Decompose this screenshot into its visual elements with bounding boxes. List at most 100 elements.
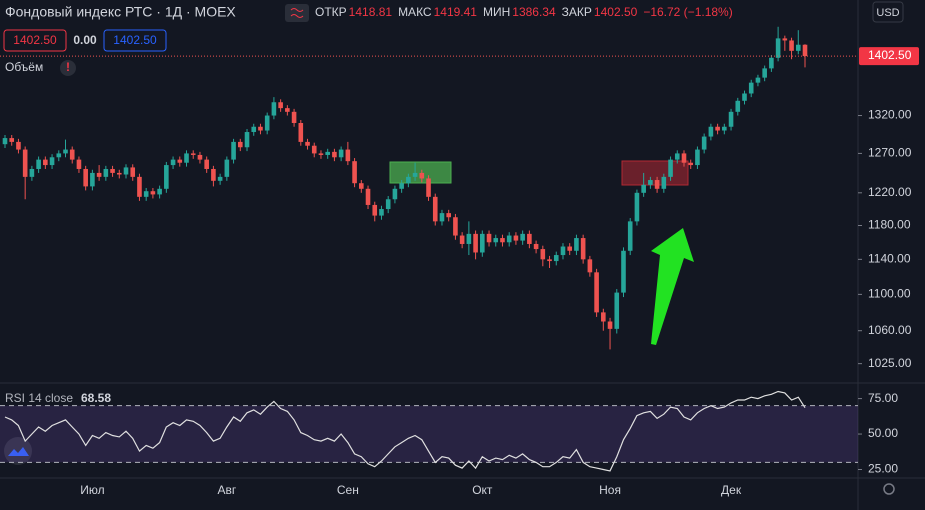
y-tick-label: 1140.00 xyxy=(868,252,911,266)
candle-body xyxy=(473,233,478,253)
candle-body xyxy=(540,249,546,260)
rsi-title[interactable]: RSI 14 close xyxy=(5,391,73,405)
sell-price[interactable]: 1402.50 xyxy=(13,33,57,47)
ohlc-label: ОТКР xyxy=(315,5,347,19)
candle-body xyxy=(722,126,727,131)
candle-body xyxy=(802,44,808,57)
candle-body xyxy=(621,250,626,293)
candle-body xyxy=(728,111,734,127)
sell-button[interactable] xyxy=(3,29,67,52)
y-tick-label: 50.00 xyxy=(868,426,898,440)
ohlc-label: МИН xyxy=(483,5,510,19)
green-zone[interactable] xyxy=(389,161,452,184)
candle-body xyxy=(419,172,425,179)
x-tick-label: Ноя xyxy=(599,483,621,497)
candle-body xyxy=(668,159,673,177)
candle-body xyxy=(493,238,499,243)
candle-body xyxy=(217,176,223,181)
candle-body xyxy=(372,204,378,216)
candle-body xyxy=(224,159,230,177)
candle-body xyxy=(426,178,431,197)
candle-body xyxy=(298,122,304,142)
candle-body xyxy=(688,162,694,166)
candle-body xyxy=(453,217,458,236)
arrow[interactable] xyxy=(651,228,694,345)
candle-body xyxy=(480,233,485,253)
candle-body xyxy=(204,159,209,169)
y-tick-label: 1320.00 xyxy=(868,108,912,122)
candle-body xyxy=(90,172,95,187)
compare-button[interactable] xyxy=(285,4,309,22)
ohlc-value: 1386.34 xyxy=(512,5,556,19)
symbol-title[interactable]: Фондовый индекс РТС · 1Д · MOEX xyxy=(5,4,236,20)
candle-body xyxy=(96,172,102,177)
candle-body xyxy=(392,188,398,200)
candle-body xyxy=(789,40,794,51)
candle-body xyxy=(231,141,236,160)
y-tick-label: 1100.00 xyxy=(868,287,911,301)
ohlc-legend: ОТКР 1418.81 МАКС 1419.41 МИН 1386.34 ЗАКР 1402… xyxy=(315,5,733,19)
y-tick-label: 25.00 xyxy=(868,462,898,476)
candle-body xyxy=(533,243,539,250)
x-tick-label: Дек xyxy=(721,483,742,497)
candle-body xyxy=(359,183,364,189)
candle-body xyxy=(332,151,337,158)
candle-body xyxy=(291,111,297,123)
x-tick-label: Авг xyxy=(217,483,236,497)
y-tick-label: 1270.00 xyxy=(868,146,912,160)
candle-body xyxy=(164,165,169,189)
candle-body xyxy=(143,191,149,197)
candle-body xyxy=(513,235,519,241)
candle-body xyxy=(547,259,552,262)
candle-body xyxy=(190,153,196,155)
candle-body xyxy=(56,153,62,158)
candle-body xyxy=(500,238,505,243)
candle-body xyxy=(211,168,216,181)
candle-body xyxy=(681,153,687,163)
candle-body xyxy=(735,100,741,112)
candle-body xyxy=(318,153,324,155)
candle-body xyxy=(49,157,55,166)
change: −16.72 (−1.18%) xyxy=(643,5,732,19)
candle-body xyxy=(601,312,606,322)
candle-body xyxy=(258,126,263,131)
candle-body xyxy=(285,108,290,112)
candle-body xyxy=(237,141,243,148)
candle-body xyxy=(184,153,189,163)
y-tick-label: 75.00 xyxy=(868,391,898,405)
candle-body xyxy=(137,176,142,197)
candle-body xyxy=(607,321,613,329)
candle-body xyxy=(527,233,532,244)
y-tick-label: 1180.00 xyxy=(868,218,911,232)
candle-body xyxy=(9,138,15,142)
candle-body xyxy=(654,180,660,189)
volume-label[interactable]: Объём xyxy=(5,60,43,74)
candle-body xyxy=(520,233,525,241)
candle-body xyxy=(708,126,714,137)
logo-icon xyxy=(8,447,29,456)
candle-body xyxy=(83,168,88,187)
buy-button[interactable] xyxy=(103,29,167,52)
candle-body xyxy=(110,168,115,173)
rsi-line xyxy=(4,390,806,472)
candle-body xyxy=(406,176,411,184)
candle-body xyxy=(76,159,82,169)
candle-body xyxy=(130,167,136,177)
candle-body xyxy=(311,145,317,154)
candle-body xyxy=(715,126,720,131)
candle-body xyxy=(486,233,492,243)
warning-icon[interactable] xyxy=(60,60,76,76)
candle-body xyxy=(338,149,344,158)
currency-box[interactable] xyxy=(872,1,904,23)
logo-badge[interactable] xyxy=(4,437,32,465)
candle-body xyxy=(197,154,203,160)
candle-body xyxy=(587,259,593,273)
settings-icon[interactable] xyxy=(883,483,895,495)
candle-body xyxy=(762,68,767,78)
buy-price[interactable]: 1402.50 xyxy=(113,33,157,47)
y-tick-label: 1220.00 xyxy=(868,185,912,199)
candle-body xyxy=(103,168,109,177)
candle-body xyxy=(695,149,700,166)
